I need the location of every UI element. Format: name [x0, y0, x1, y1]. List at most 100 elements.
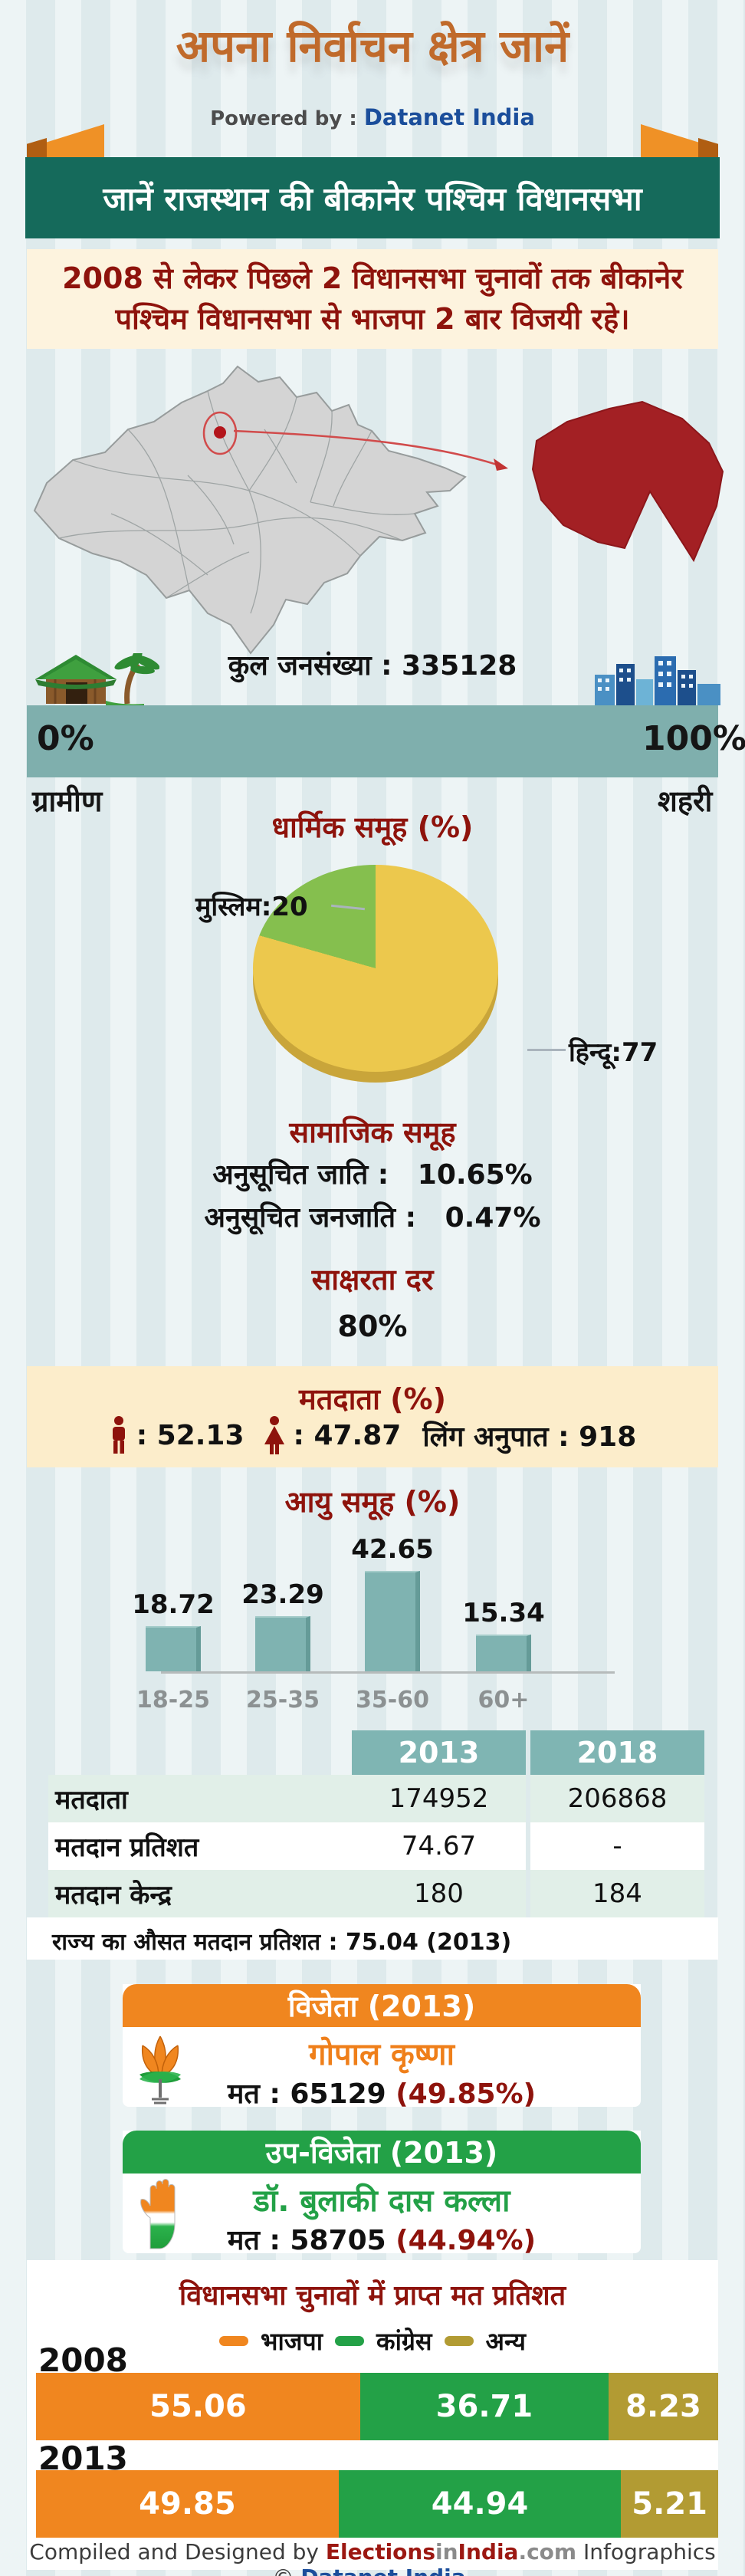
- winner-pct: (49.85%): [395, 2078, 537, 2110]
- intro-note: 2008 से लेकर पिछले 2 विधानसभा चुनावों तक…: [27, 249, 718, 349]
- ribbon-fold-left-shadow: [27, 138, 47, 158]
- powered-by-label: Powered by :: [210, 107, 357, 130]
- age-bar-value: 23.29: [241, 1579, 324, 1610]
- footer-datanet: Datanet India: [300, 2564, 465, 2576]
- st-value: 0.47%: [445, 1202, 541, 1234]
- age-bar: [476, 1634, 531, 1671]
- legend-bjp-swatch: [219, 2336, 248, 2346]
- literacy-title: साक्षरता दर: [311, 1263, 434, 1296]
- runnerup-card: उप-विजेता (2013) डॉ. बुलाकी दास कल्ला मत…: [123, 2131, 641, 2256]
- winner-name: गोपाल कृष्णा: [309, 2037, 455, 2072]
- rural-hut-icon: [35, 653, 159, 705]
- religion-section-title: धार्मिक समूह (%): [271, 810, 474, 844]
- table-row-bg: [48, 1822, 526, 1870]
- table-header-2018: 2018: [530, 1730, 704, 1775]
- year-label-2008: 2008: [38, 2341, 128, 2379]
- social-section-title: सामाजिक समूह: [289, 1116, 456, 1149]
- age-category: 25-35: [246, 1687, 320, 1714]
- segment-value: 49.85: [139, 2486, 236, 2522]
- vote-share-legend: भाजपा कांग्रेस अन्य: [27, 2325, 718, 2358]
- rural-urban-scalebar: [27, 705, 718, 777]
- segment-bjp: 55.06: [36, 2373, 360, 2440]
- urban-buildings-icon: [595, 656, 720, 705]
- female-icon: [264, 1416, 284, 1454]
- religion-pie-chart: [253, 865, 498, 1072]
- table-row-bg: [48, 1870, 526, 1917]
- male-icon: [112, 1416, 125, 1454]
- ribbon-fold-right-shadow: [698, 138, 718, 158]
- segment-value: 36.71: [435, 2389, 533, 2424]
- st-row: अनुसूचित जनजाति : 0.47%: [0, 1198, 745, 1235]
- stacked-bar-2008: 55.06 36.71 8.23: [36, 2373, 718, 2440]
- table-row-label: मतदान प्रतिशत: [55, 1832, 199, 1863]
- table-cell: 184: [592, 1878, 642, 1909]
- pie-label-muslim: मुस्लिम:20: [195, 892, 308, 922]
- stacked-bar-2013: 49.85 44.94 5.21: [36, 2470, 718, 2538]
- segment-other: 8.23: [609, 2373, 718, 2440]
- scale-max-label: 100%: [642, 719, 745, 758]
- age-bar-group: 15.34: [454, 1598, 553, 1671]
- runnerup-pct: (44.94%): [395, 2225, 537, 2256]
- footer-dotcom: .com: [518, 2539, 577, 2564]
- bjp-lotus-icon: [139, 2036, 181, 2104]
- legend-bjp-label: भाजपा: [261, 2327, 323, 2356]
- age-category: 60+: [478, 1687, 530, 1714]
- sc-value: 10.65%: [417, 1159, 533, 1191]
- scale-min-label: 0%: [37, 719, 94, 758]
- age-bar: [255, 1615, 310, 1671]
- age-bar-value: 42.65: [351, 1534, 434, 1566]
- segment-value: 5.21: [632, 2486, 707, 2522]
- table-row-label: मतदाता: [55, 1785, 128, 1815]
- footer-prefix: Compiled and Designed by: [29, 2539, 326, 2564]
- footer-elections: Elections: [325, 2539, 436, 2564]
- segment-bjp: 49.85: [36, 2470, 339, 2538]
- location-circle: [202, 411, 238, 455]
- pie-label-hindu: हिन्दू:77: [569, 1037, 658, 1068]
- constituency-banner: जानें राजस्थान की बीकानेर पश्चिम विधानसभ…: [25, 157, 720, 238]
- footer-in: in: [435, 2539, 458, 2564]
- total-population-line: कुल जनसंख्या : 335128: [0, 646, 745, 683]
- footer-india: India: [458, 2539, 519, 2564]
- sc-row: अनुसूचित जाति : 10.65%: [0, 1155, 745, 1192]
- total-population-value: 335128: [402, 650, 517, 682]
- age-bar-value: 18.72: [132, 1589, 215, 1621]
- legend-congress-swatch: [335, 2336, 364, 2346]
- age-bar-value: 15.34: [462, 1597, 545, 1628]
- location-dot: [214, 426, 226, 439]
- total-population-label: कुल जनसंख्या :: [228, 650, 392, 682]
- table-cell: 180: [414, 1878, 464, 1909]
- runnerup-votes-line: मत : 58705 (44.94%): [123, 2220, 641, 2258]
- page-title: अपना निर्वाचन क्षेत्र जानें: [176, 20, 569, 72]
- runnerup-card-header: उप-विजेता (2013): [123, 2131, 641, 2174]
- footnote-strip: [27, 1917, 718, 1960]
- voters-gender-line: : 52.13 : 47.87 लिंग अनुपात : 918: [0, 1415, 745, 1455]
- segment-other: 5.21: [621, 2470, 718, 2538]
- runnerup-name: डॉ. बुलाकी दास कल्ला: [253, 2183, 510, 2219]
- segment-value: 55.06: [149, 2389, 247, 2424]
- age-chart-baseline: [161, 1671, 615, 1674]
- age-bar: [365, 1571, 420, 1671]
- pie-leader-line-hindu: [527, 1049, 566, 1051]
- segment-congress: 44.94: [338, 2470, 622, 2538]
- legend-congress-label: कांग्रेस: [376, 2327, 432, 2356]
- table-row-bg: [48, 1775, 526, 1822]
- powered-by-line: Powered by : Datanet India: [0, 104, 745, 130]
- segment-congress: 36.71: [359, 2373, 609, 2440]
- age-category: 18-25: [136, 1687, 210, 1714]
- voters-box: [27, 1366, 718, 1467]
- age-category: 35-60: [356, 1687, 429, 1714]
- table-cell: 74.67: [401, 1831, 477, 1861]
- legend-other-swatch: [444, 2336, 474, 2346]
- table-header-2013: 2013: [352, 1730, 526, 1775]
- table-cell: -: [612, 1831, 622, 1861]
- sex-ratio: लिंग अनुपात : 918: [422, 1421, 637, 1453]
- age-bar-group: 42.65: [343, 1534, 442, 1671]
- table-row-bg: [530, 1822, 704, 1870]
- intro-line-1: 2008 से लेकर पिछले 2 विधानसभा चुनावों तक…: [62, 261, 683, 295]
- constituency-banner-text: जानें राजस्थान की बीकानेर पश्चिम विधानसभ…: [103, 179, 642, 218]
- urban-label: शहरी: [658, 784, 713, 818]
- st-label: अनुसूचित जनजाति :: [204, 1202, 417, 1234]
- table-cell: 206868: [567, 1783, 668, 1814]
- table-row-bg: [530, 1775, 704, 1822]
